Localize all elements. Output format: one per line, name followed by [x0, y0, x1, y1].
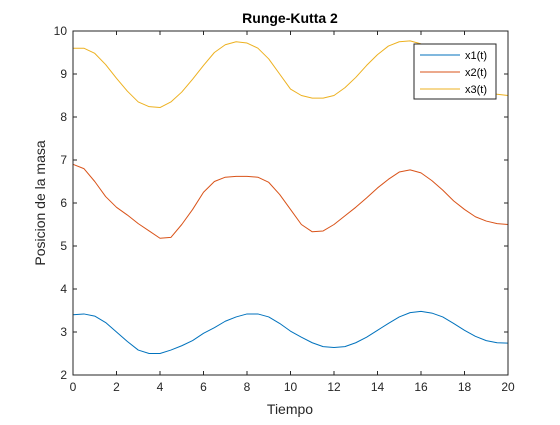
x-tick-label: 8	[244, 380, 251, 394]
x-tick-label: 18	[458, 380, 472, 394]
x-tick-label: 4	[157, 380, 164, 394]
y-tick-label: 8	[60, 110, 67, 124]
x-tick-label: 0	[70, 380, 77, 394]
x-tick-label: 16	[414, 380, 428, 394]
legend-label-3: x3(t)	[465, 84, 487, 96]
x-tick-label: 6	[200, 380, 207, 394]
y-axis-label: Posicion de la masa	[32, 140, 48, 266]
x-tick-label: 12	[327, 380, 341, 394]
legend-label-2: x2(t)	[465, 67, 487, 79]
x-tick-label: 2	[113, 380, 120, 394]
y-tick-label: 2	[60, 368, 67, 382]
chart-title: Runge-Kutta 2	[242, 10, 338, 26]
series-line-1	[72, 310, 509, 354]
y-axis-ticks: 2 3 4 5 6 7 8 9 10	[54, 24, 508, 382]
legend: x1(t) x2(t) x3(t)	[413, 43, 497, 100]
series-line-2	[72, 163, 509, 239]
y-tick-label: 3	[60, 325, 67, 339]
y-tick-label: 9	[60, 67, 67, 81]
y-tick-label: 4	[60, 282, 67, 296]
legend-label-1: x1(t)	[465, 50, 487, 62]
x-tick-label: 14	[371, 380, 385, 394]
x-axis-ticks: 0 2 4 6 8 10 12 14 16 18 20	[70, 31, 515, 394]
y-tick-label: 10	[54, 24, 68, 38]
x-axis-label: Tiempo	[267, 401, 313, 417]
x-tick-label: 10	[284, 380, 298, 394]
x-tick-label: 20	[501, 380, 515, 394]
y-tick-label: 5	[60, 239, 67, 253]
y-tick-label: 7	[60, 153, 67, 167]
y-tick-label: 6	[60, 196, 67, 210]
